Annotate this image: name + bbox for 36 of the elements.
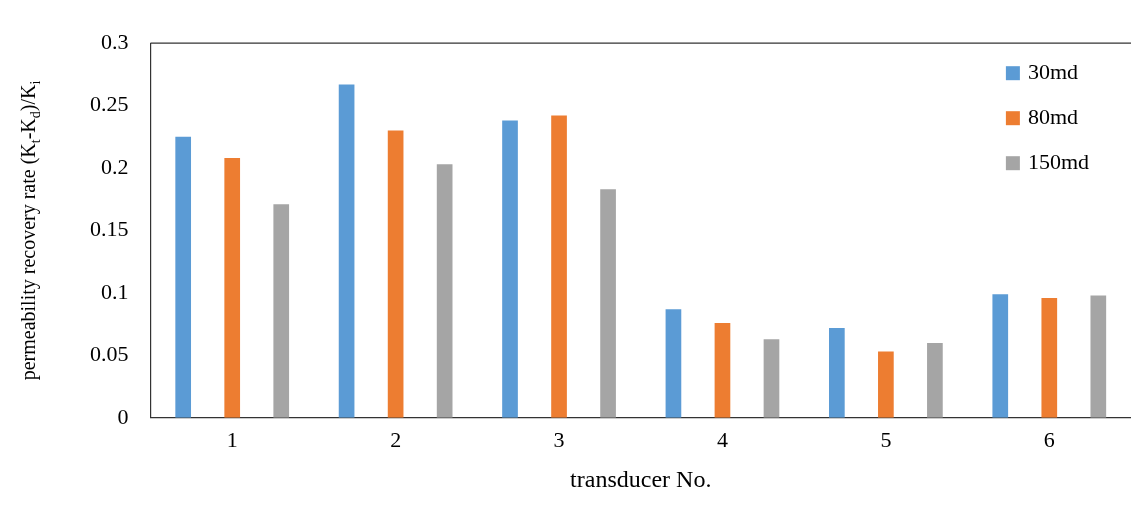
bar [224, 158, 241, 418]
x-tick-label: 2 [390, 426, 402, 452]
bar [1041, 297, 1058, 418]
x-tick-label: 1 [226, 426, 238, 452]
bar [387, 130, 404, 418]
bar [927, 342, 943, 418]
bar [436, 164, 453, 418]
y-axis-title: permeability recovery rate (Kt-Kd)/Ki [17, 80, 43, 381]
x-tick-label: 3 [553, 426, 565, 452]
legend-label: 80md [1027, 103, 1079, 129]
bar [600, 189, 616, 418]
legend-label: 30md [1027, 58, 1079, 84]
y-tick-label: 0.1 [101, 278, 129, 304]
bar [763, 339, 780, 418]
bar [829, 327, 845, 418]
x-axis-title: transducer No. [570, 465, 712, 492]
bar [175, 136, 192, 418]
bar [273, 204, 290, 418]
bar [714, 322, 731, 418]
x-tick-label: 5 [880, 426, 892, 452]
y-tick-label: 0.3 [101, 28, 129, 54]
bar [551, 115, 567, 418]
y-tick-label: 0.15 [90, 216, 129, 242]
x-tick-label: 4 [716, 426, 728, 452]
bar [878, 351, 894, 418]
y-tick-label: 0.2 [101, 153, 129, 179]
x-tick-label: 6 [1043, 426, 1055, 452]
legend-label: 150md [1027, 148, 1090, 174]
bar [338, 84, 355, 418]
y-tick-label: 0.25 [90, 91, 129, 117]
y-tick-label: 0.05 [90, 341, 129, 367]
bar [502, 120, 518, 418]
bar [992, 294, 1009, 418]
y-tick-label: 0 [117, 403, 129, 429]
bar [1090, 295, 1107, 418]
bar [665, 309, 682, 418]
